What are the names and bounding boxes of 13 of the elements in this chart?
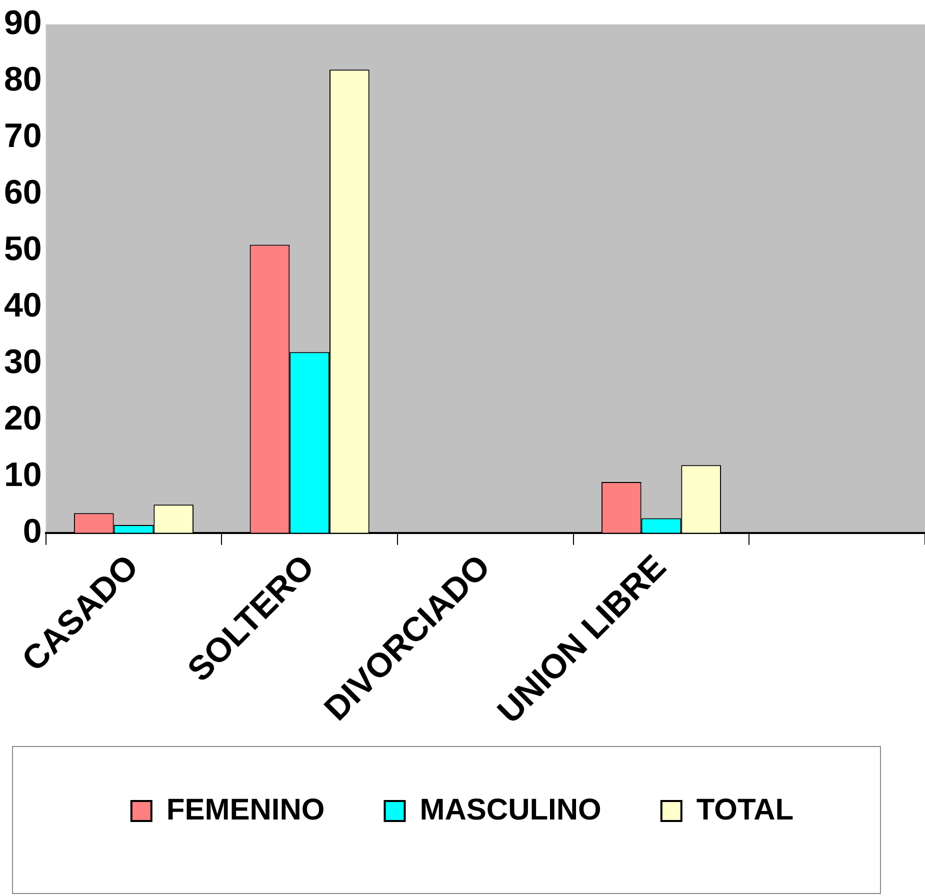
y-tick-label: 20 (4, 399, 42, 438)
y-tick-label: 60 (4, 173, 42, 212)
y-tick-label: 70 (4, 116, 42, 155)
y-tick-label: 50 (4, 230, 42, 268)
y-tick-label: 40 (4, 286, 42, 324)
legend-label: MASCULINO (420, 793, 602, 826)
y-tick-label: 30 (4, 342, 42, 381)
y-tick-label: 90 (4, 4, 42, 42)
legend-label: FEMENINO (166, 793, 325, 826)
y-tick-label: 0 (22, 512, 42, 550)
y-tick-label: 80 (4, 60, 42, 98)
y-tick-label: 10 (4, 456, 42, 494)
legend-label: TOTAL (696, 793, 794, 826)
